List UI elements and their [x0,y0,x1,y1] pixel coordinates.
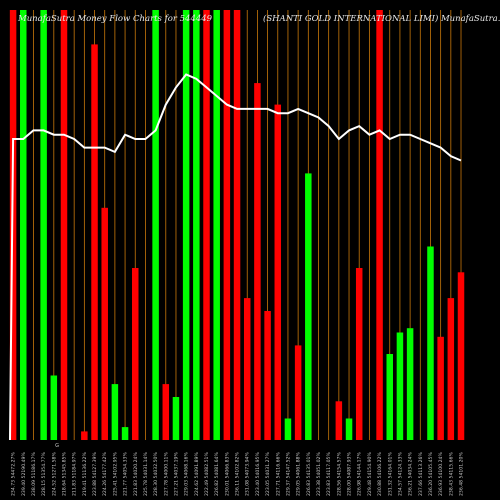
bar-down [243,298,251,440]
bar-up [213,10,220,440]
x-tick-label: 236.11 54102.82% [235,452,241,496]
bar-down [376,10,383,440]
x-tick-label: 221.77 54054.33% [123,452,129,496]
x-tick-label: 225.41 54102.95% [112,452,118,496]
x-tick-label: 230.88 54106.22% [377,452,383,496]
bar-down [447,298,455,440]
x-tick-label: 228.15 51354.77% [41,452,47,496]
x-tick-label: 227.71 54116.66% [275,452,281,496]
bar-up [305,173,312,440]
x-tick-label: 238.09 51186.17% [31,452,37,496]
x-tick-label: 234.73 54472.27% [11,452,17,496]
money-flow-line [9,73,462,441]
x-tick-label: 224.62 54091.89% [194,452,200,496]
bar-up [406,328,414,440]
x-tick-label: 229.48 54154.90% [367,452,373,496]
bar-down [81,431,88,440]
bar-down [233,10,241,440]
x-tick-label: 228.00 54087.93% [347,452,353,496]
x-tick-label: 211.83 51184.97% [72,452,78,496]
x-tick-label: 236.21 54034.24% [408,452,414,496]
bar-up [121,427,129,440]
bar-up [50,375,58,440]
bar-up [111,384,119,440]
x-tick-label: 234.57 54124.33% [397,452,403,496]
bar-up [40,10,47,440]
x-tick-label: 238.43 54115.66% [448,452,454,496]
x-tick-label: 218.64 51345.85% [61,452,67,496]
chart-subtitle: (SHANTI GOLD INTERNATIONAL LIMI) MunafaS… [263,14,500,24]
bar-up [193,10,200,440]
x-tick-label: 227.78 54000.11% [163,452,169,496]
bar-down [457,272,465,440]
x-tick-label: 236.48 54101.20% [459,452,465,496]
x-tick-label: 226.82 54081.64% [214,452,220,496]
x-tick-labels: 234.73 54472.27% 239.40 52190.49% 238.09 5… [11,452,465,496]
bar-down [223,10,231,440]
x-tick-label: 239.40 52190.49% [21,452,27,496]
x-tick-label: 228.56 54154.57% [336,452,342,496]
bar-up [345,418,353,440]
bar-up [152,10,159,440]
x-tick-label: 226.83 54135.01% [306,452,312,496]
bar-down [335,401,343,440]
x-tick-letter: G [55,443,59,449]
x-tick-label: 236.20 54105.45% [428,452,434,496]
x-tick-label: 229.05 54061.88% [296,452,302,496]
x-tick-label: 227.21 54037.19% [173,452,179,496]
bar-down [203,10,210,440]
bar-down [60,10,68,440]
bar-down [162,384,170,440]
x-tick-label: 229.03 54068.16% [184,452,190,496]
x-tick-label: 219.41 51136.22% [82,452,88,496]
x-tick-label: 223.40 54016.95% [255,452,261,496]
x-tick-label: 231.08 54073.94% [245,452,251,496]
x-tick-label: 223.83 54117.05% [326,452,332,496]
bar-down [132,268,139,440]
x-tick-label: 230.01 54066.83% [224,452,230,496]
bar-up [396,332,404,440]
x-tick-label: 221.83 54020.24% [133,452,139,496]
x-tick-label: 223.38 54051.02% [316,452,322,496]
bar-up [182,10,190,440]
x-tick-label: 223.88 54127.39% [92,452,98,496]
x-tick-label: 231.32 54164.01% [387,452,393,496]
x-tick-label: 228.30 54032.50% [153,452,159,496]
bar-down [355,268,363,440]
bar-down [437,336,444,440]
bars [9,10,465,441]
x-tick-label: 223.05 54031.27% [265,452,271,496]
bar-up [284,418,292,440]
x-tick-label: 222.49 54082.51% [204,452,210,496]
bar-down [294,345,302,440]
bar-up [386,354,393,440]
x-tick-label: 226.98 54144.17% [357,452,363,496]
bar-up [427,246,434,440]
bar-up [172,397,180,440]
bar-down [264,311,271,440]
x-tick-label: 229.37 54147.52% [285,452,291,496]
x-tick-label: 224.52 51271.58% [51,452,57,496]
x-tick-label: 236.93 54100.24% [438,452,444,496]
bar-down [91,44,98,441]
x-tick-label: 225.78 54031.14% [143,452,149,496]
bar-up [20,10,27,440]
bar-down [101,207,108,440]
x-tick-label: 224.26 54177.42% [102,452,108,496]
x-tick-label: 237.66 54113.26% [418,452,424,496]
chart-title: MunafaSutra Money Flow Charts for 544449 [18,14,213,24]
bar-down [254,83,261,440]
bar-down [274,104,282,440]
